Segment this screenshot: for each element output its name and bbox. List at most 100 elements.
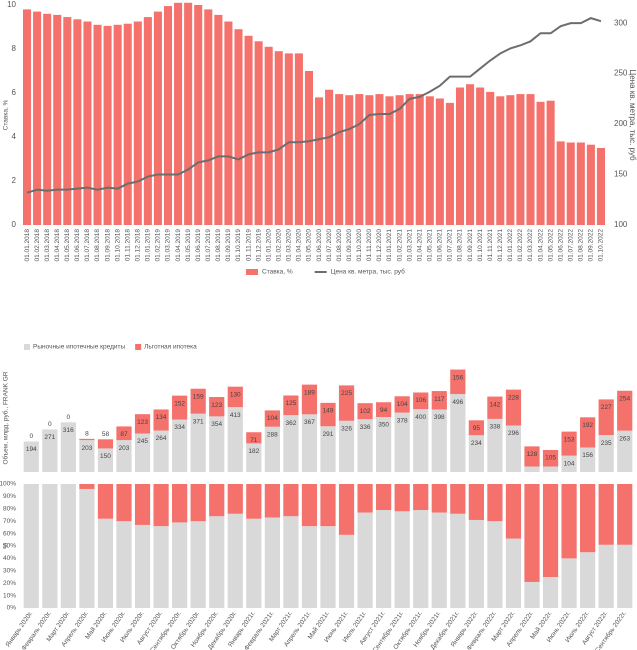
bar bbox=[123, 23, 132, 226]
bar bbox=[425, 96, 434, 225]
bar bbox=[546, 100, 555, 225]
x-tick-label: 01.04.2022 bbox=[537, 229, 544, 262]
y-tick-label: 70% bbox=[3, 518, 16, 525]
bar bbox=[33, 11, 42, 225]
x-tick-label: 01.06.2019 bbox=[195, 229, 202, 262]
x-tick-label: 01.09.2021 bbox=[467, 229, 474, 262]
x-tick-label: 01.01.2020 bbox=[265, 229, 272, 262]
bar-segment bbox=[468, 420, 484, 436]
price-line bbox=[26, 17, 602, 194]
x-tick-label: Сентябрь 2022г. bbox=[593, 609, 628, 650]
bar-segment bbox=[60, 484, 76, 608]
value-label: 378 bbox=[397, 417, 408, 424]
bar-segment bbox=[42, 429, 58, 472]
bar bbox=[496, 96, 505, 225]
bar-segment bbox=[301, 414, 318, 472]
value-label: 130 bbox=[230, 391, 241, 398]
y2-axis-label: Цена кв. метра, тыс. руб bbox=[628, 69, 637, 161]
bar-segment bbox=[134, 433, 151, 472]
bar-segment bbox=[227, 407, 243, 472]
bar-segment bbox=[153, 430, 169, 472]
bar-segment bbox=[134, 524, 151, 608]
bar-segment bbox=[580, 417, 596, 448]
bar-segment bbox=[283, 415, 299, 472]
value-label: 336 bbox=[360, 424, 371, 431]
value-label: 94 bbox=[380, 407, 388, 414]
x-tick-label: 01.01.2022 bbox=[507, 229, 514, 262]
bar-segment bbox=[524, 466, 540, 472]
bar-segment bbox=[505, 389, 522, 426]
bar bbox=[204, 9, 213, 226]
bar bbox=[113, 24, 122, 225]
x-tick-label: 01.09.2022 bbox=[588, 229, 595, 262]
value-label: 106 bbox=[415, 397, 426, 404]
y-tick-label: 10% bbox=[3, 592, 16, 599]
x-tick-label: 01.03.2019 bbox=[165, 229, 172, 262]
value-label: 134 bbox=[156, 414, 167, 421]
bar-segment bbox=[394, 396, 410, 413]
bar bbox=[304, 71, 313, 225]
bar-segment bbox=[116, 521, 132, 608]
value-label: 271 bbox=[44, 434, 55, 441]
value-label: 296 bbox=[508, 430, 519, 437]
bar-segment bbox=[561, 558, 577, 608]
bar-segment bbox=[172, 395, 188, 420]
value-label: 203 bbox=[119, 445, 130, 452]
value-label: 227 bbox=[601, 404, 612, 411]
x-tick-label: 01.05.2019 bbox=[185, 229, 192, 262]
value-label: 0 bbox=[29, 433, 33, 440]
x-tick-label: 01.02.2019 bbox=[155, 229, 162, 262]
y-tick-label: 50% bbox=[3, 543, 16, 550]
bar-segment bbox=[450, 484, 466, 514]
value-label: 398 bbox=[434, 414, 445, 421]
bar-segment bbox=[79, 484, 95, 489]
bar bbox=[365, 95, 374, 225]
x-tick-label: 01.12.2019 bbox=[255, 229, 262, 262]
bar bbox=[264, 46, 273, 225]
bar bbox=[274, 51, 283, 226]
value-label: 156 bbox=[452, 374, 463, 381]
bar-segment bbox=[153, 526, 169, 608]
bar-segment bbox=[617, 430, 633, 472]
legend-label: Цена кв. метра, тыс. руб bbox=[331, 268, 405, 276]
bar-segment bbox=[153, 409, 169, 431]
value-label: 149 bbox=[323, 408, 334, 415]
x-tick-label: 01.12.2021 bbox=[497, 229, 504, 262]
bar-segment bbox=[524, 581, 540, 608]
bar-segment bbox=[60, 422, 76, 472]
bar-segment bbox=[505, 484, 522, 539]
bar-segment bbox=[190, 521, 206, 608]
bar-segment bbox=[320, 526, 336, 608]
x-tick-label: 01.10.2018 bbox=[114, 229, 121, 262]
value-label: 254 bbox=[619, 395, 630, 402]
value-label: 354 bbox=[211, 421, 222, 428]
bar-segment bbox=[190, 413, 206, 472]
bar-segment bbox=[227, 386, 243, 408]
value-label: 291 bbox=[323, 431, 334, 438]
x-tick-label: 01.04.2020 bbox=[296, 229, 303, 262]
x-tick-label: 01.02.2018 bbox=[34, 229, 41, 262]
bar bbox=[335, 94, 344, 225]
bar-segment bbox=[450, 394, 466, 472]
bar-segment bbox=[376, 510, 392, 608]
bar bbox=[224, 21, 233, 225]
bar-segment bbox=[357, 484, 373, 513]
legend-swatch bbox=[246, 269, 258, 275]
bar-segment bbox=[320, 484, 336, 527]
y2-tick-label: 300 bbox=[614, 18, 628, 27]
bar bbox=[526, 94, 535, 225]
bar-segment bbox=[246, 518, 262, 608]
bar-segment bbox=[283, 484, 299, 517]
bar-segment bbox=[190, 388, 206, 414]
x-tick-label: 01.10.2019 bbox=[235, 229, 242, 262]
value-label: 159 bbox=[193, 393, 204, 400]
bar-segment bbox=[246, 432, 262, 444]
bar-segment bbox=[172, 419, 188, 472]
bar bbox=[405, 94, 414, 225]
bar-segment bbox=[505, 538, 522, 608]
value-label: 104 bbox=[267, 415, 278, 422]
x-tick-label: 01.01.2018 bbox=[24, 229, 31, 262]
bar-segment bbox=[116, 440, 132, 472]
bar-segment bbox=[23, 484, 39, 608]
bar-segment bbox=[524, 484, 540, 582]
